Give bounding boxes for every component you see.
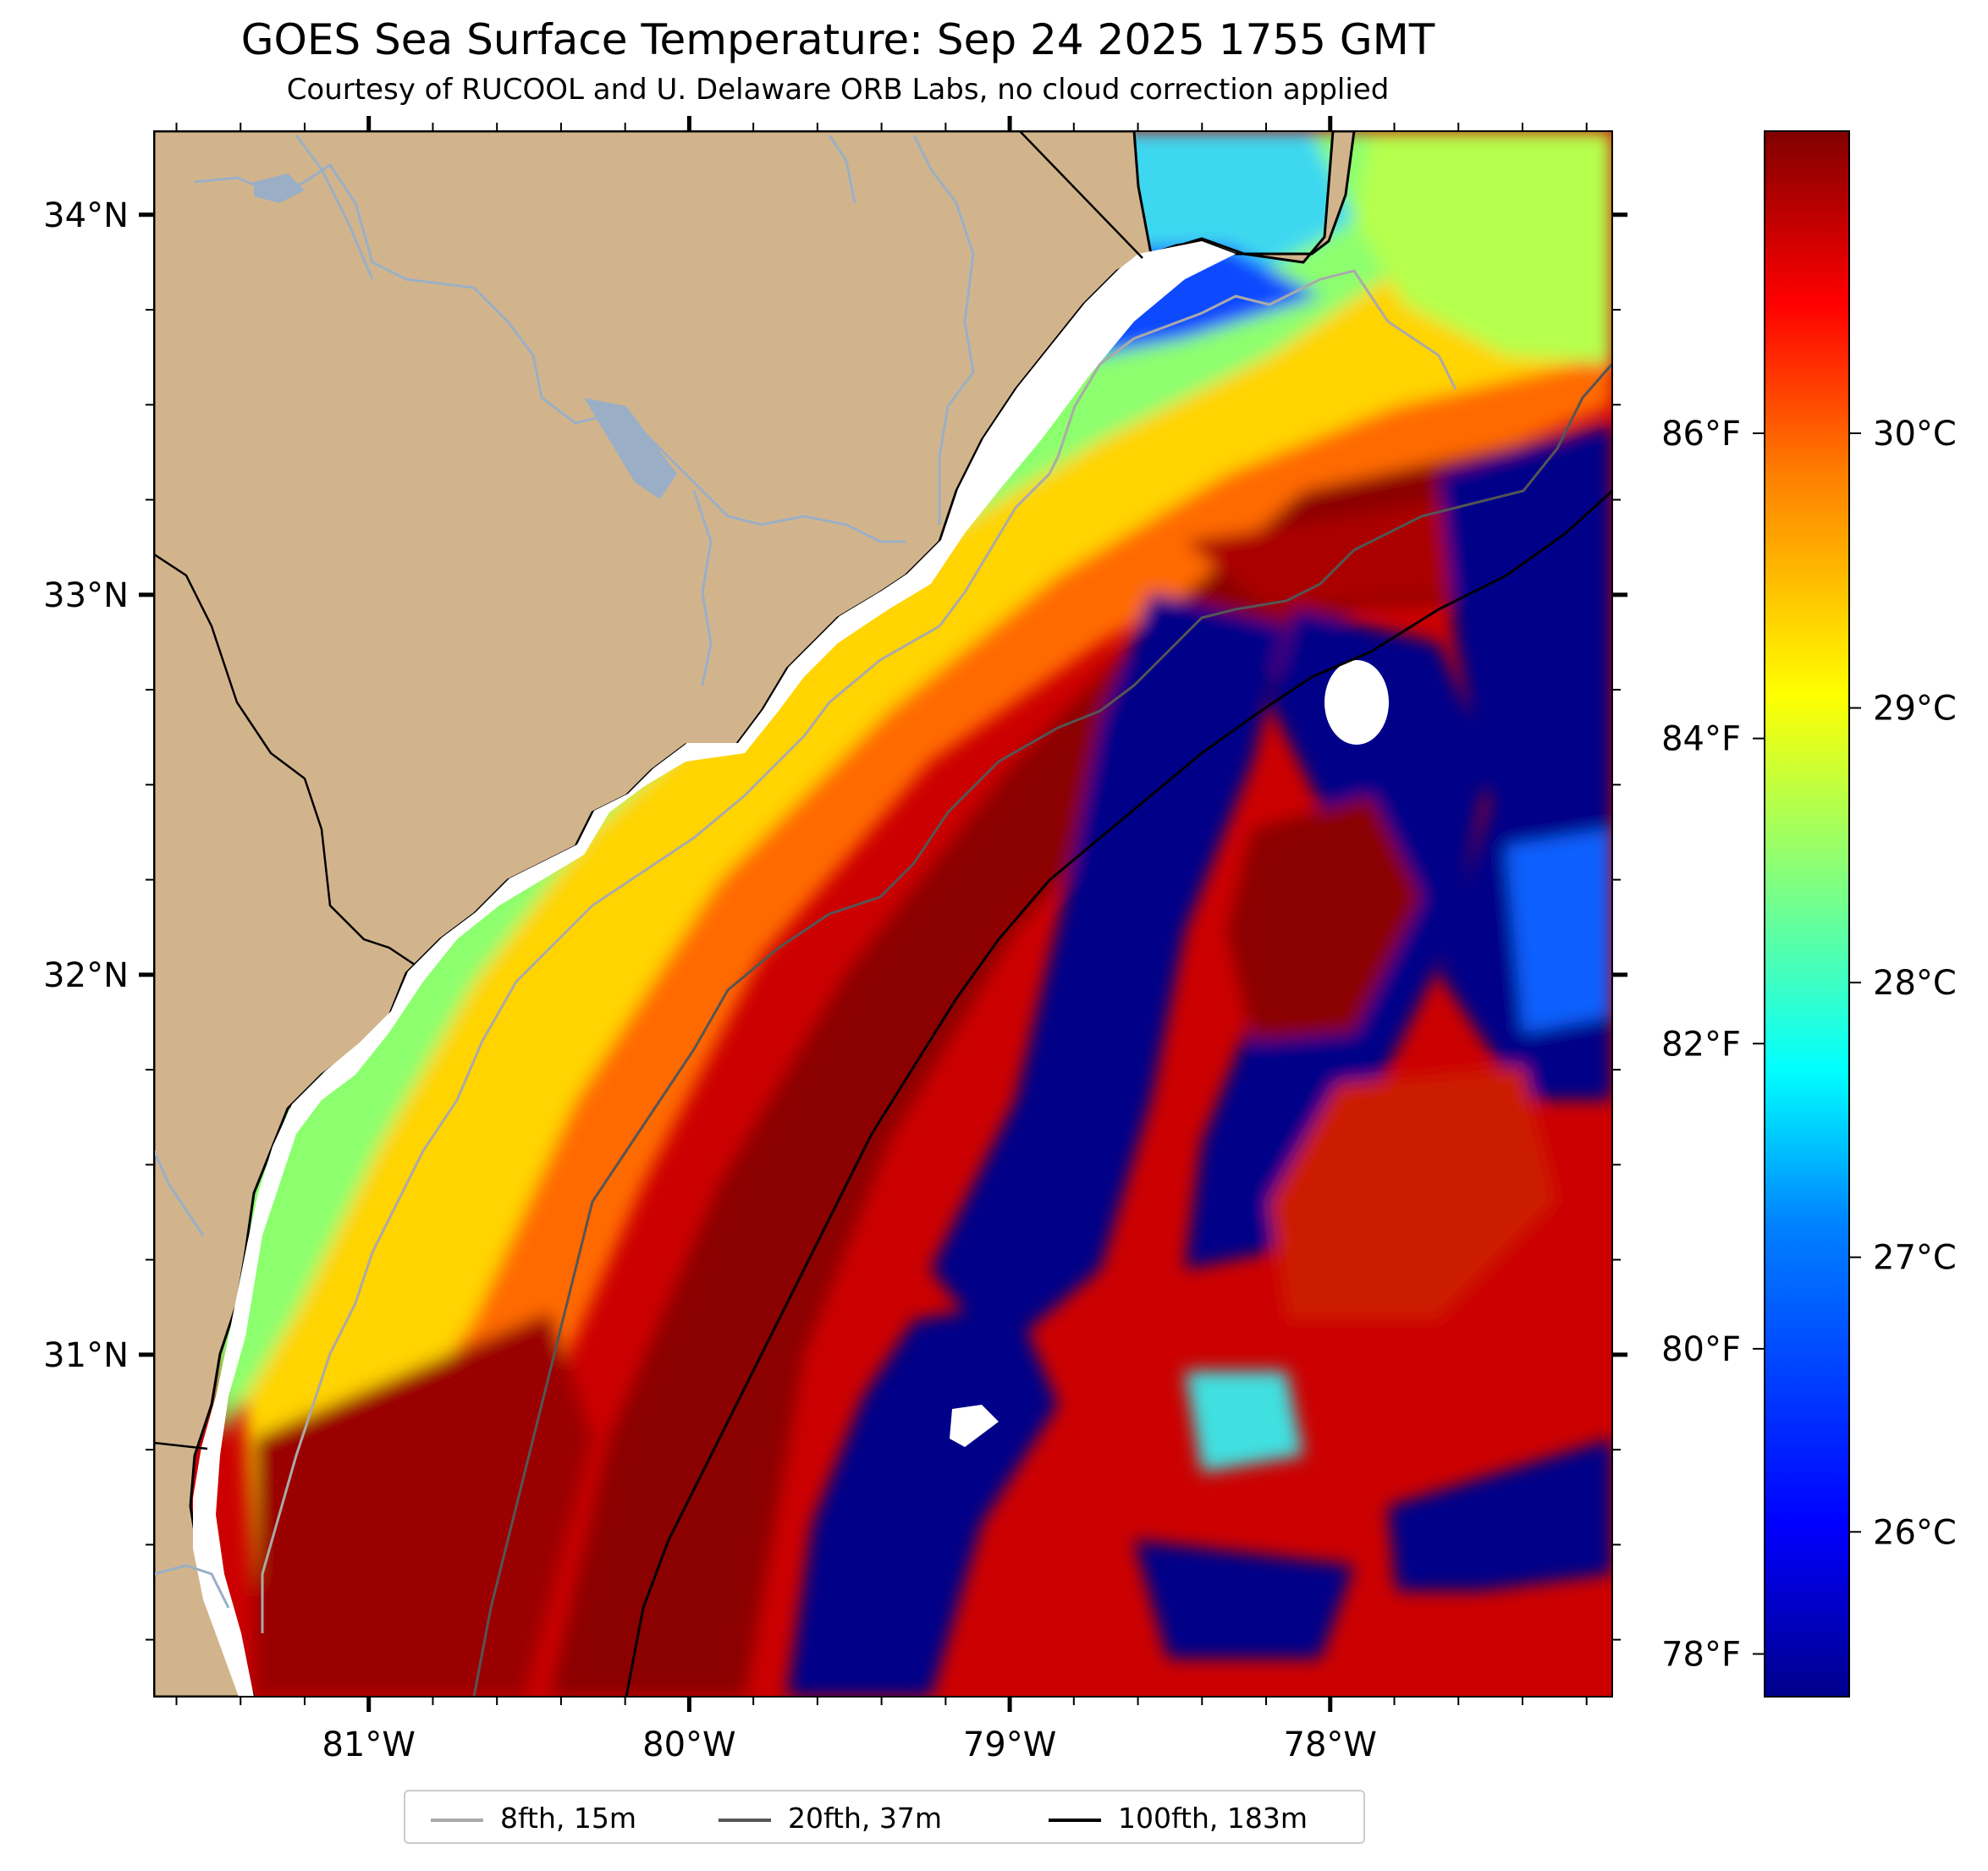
x-axis: 81°W 80°W 79°W 78°W bbox=[175, 116, 1588, 1764]
state-boundary bbox=[1019, 131, 1143, 259]
y-tick-label: 31°N bbox=[43, 1336, 129, 1375]
state-boundary bbox=[154, 553, 416, 966]
y-tick-label: 32°N bbox=[43, 956, 129, 995]
lake bbox=[584, 398, 677, 499]
land-mass bbox=[154, 131, 1356, 1697]
colorbar-f-label: 80°F bbox=[1661, 1330, 1741, 1369]
y-axis: 34°N 33°N 32°N 31°N bbox=[43, 196, 1627, 1641]
legend-label-100fth: 100fth, 183m bbox=[1118, 1802, 1308, 1835]
colorbar-f-label: 78°F bbox=[1661, 1636, 1741, 1675]
map-frame bbox=[153, 130, 1613, 1698]
colorbar-f-label: 84°F bbox=[1661, 720, 1741, 759]
colorbar-c-label: 27°C bbox=[1873, 1239, 1957, 1278]
legend: 8fth, 15m 20fth, 37m 100fth, 183m bbox=[404, 1790, 1365, 1844]
colorbar bbox=[1764, 130, 1850, 1698]
legend-label-8fth: 8fth, 15m bbox=[500, 1802, 637, 1835]
colorbar-c-label: 28°C bbox=[1873, 964, 1957, 1003]
colorbar-axis: 30°C 29°C 28°C 27°C 26°C 86°F 84°F 82°F 80°F 78°F bbox=[1661, 415, 1957, 1674]
colorbar-c-label: 29°C bbox=[1873, 690, 1957, 729]
x-tick-label: 78°W bbox=[1284, 1725, 1377, 1764]
isobath-8fth bbox=[261, 269, 1457, 1633]
legend-label-20fth: 20fth, 37m bbox=[788, 1802, 942, 1835]
colorbar-c-label: 30°C bbox=[1873, 415, 1957, 454]
map-title: GOES Sea Surface Temperature: Sep 24 202… bbox=[240, 15, 1435, 64]
x-tick-label: 79°W bbox=[963, 1725, 1056, 1764]
state-boundary bbox=[154, 1441, 208, 1450]
cloud-gap bbox=[950, 1405, 999, 1447]
lake bbox=[254, 173, 305, 203]
rivers bbox=[154, 135, 975, 1609]
y-tick-label: 34°N bbox=[43, 196, 129, 235]
cloud-gap bbox=[1324, 660, 1389, 745]
isobath-20fth bbox=[472, 363, 1612, 1697]
isobaths bbox=[261, 269, 1612, 1697]
sst-map bbox=[154, 131, 1612, 1697]
colorbar-c-label: 26°C bbox=[1873, 1513, 1957, 1552]
legend-swatch-8fth bbox=[431, 1819, 483, 1822]
x-tick-label: 81°W bbox=[322, 1725, 415, 1764]
legend-swatch-100fth bbox=[1049, 1819, 1101, 1822]
legend-swatch-20fth bbox=[719, 1819, 771, 1822]
x-tick-label: 80°W bbox=[642, 1725, 735, 1764]
colorbar-f-label: 82°F bbox=[1661, 1025, 1741, 1064]
y-tick-label: 33°N bbox=[43, 576, 129, 615]
map-subtitle: Courtesy of RUCOOL and U. Delaware ORB L… bbox=[286, 73, 1390, 107]
colorbar-f-label: 86°F bbox=[1661, 415, 1741, 454]
isobath-100fth bbox=[625, 489, 1612, 1697]
